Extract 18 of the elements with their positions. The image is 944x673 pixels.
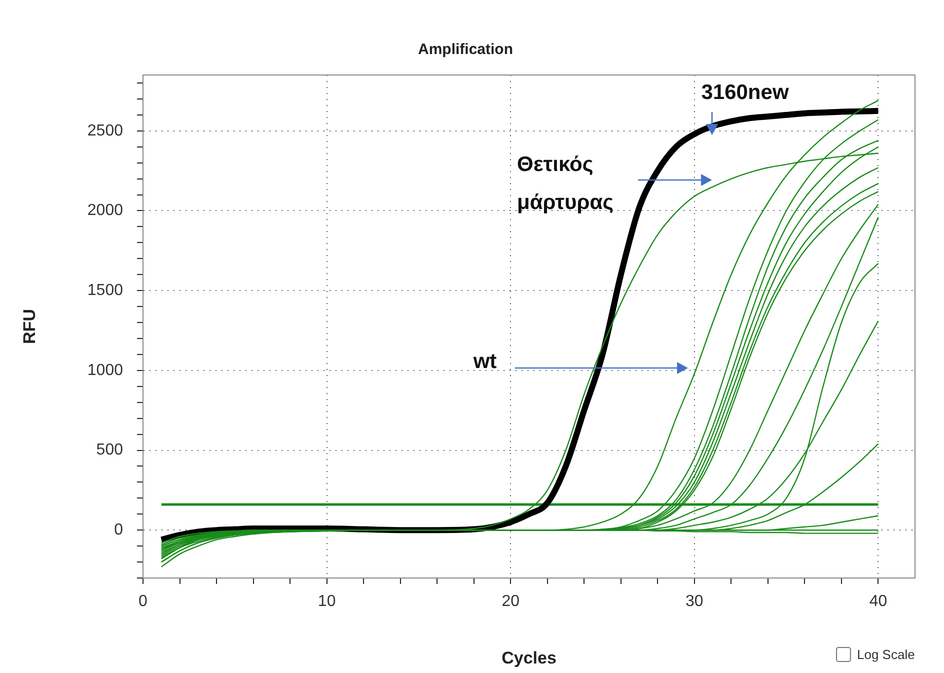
y-tick-label: 0 xyxy=(114,522,124,538)
chart-title: Amplification xyxy=(418,41,514,58)
x-tick-label: 10 xyxy=(318,593,336,610)
y-tick-label: 2500 xyxy=(87,122,124,140)
annotation: Θετικός μάρτυρας xyxy=(517,152,614,214)
x-tick-label: 30 xyxy=(686,593,704,610)
x-axis-title: Cycles xyxy=(502,648,556,668)
y-tick-label: 2000 xyxy=(87,202,124,220)
y-tick-label: 1500 xyxy=(87,282,124,299)
annotation: wt xyxy=(472,350,497,373)
y-tick-label: 500 xyxy=(96,442,124,459)
x-tick-label: 40 xyxy=(869,593,888,610)
y-tick-label: 1000 xyxy=(87,362,124,379)
y-axis-title: RFU xyxy=(20,309,39,344)
x-tick-label: 0 xyxy=(138,593,148,610)
x-tick-label: 20 xyxy=(502,593,520,610)
text: Log Scale xyxy=(857,647,915,662)
annotation: 3160new xyxy=(701,80,790,104)
